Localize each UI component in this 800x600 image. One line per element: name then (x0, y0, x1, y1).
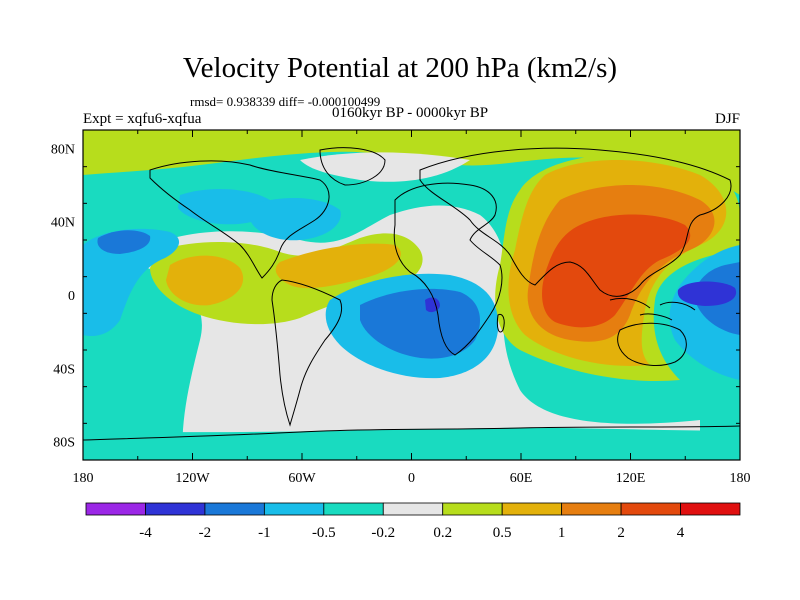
coastline-south-america (271, 279, 343, 427)
field-north-light (300, 152, 470, 182)
x-tick-label: 120E (616, 471, 646, 486)
colorbar-label: -0.5 (312, 525, 336, 541)
map-ticks (82, 129, 741, 461)
colorbar-swatch (382, 502, 444, 516)
colorbar-swatch (442, 502, 503, 516)
x-tick-label: 180 (730, 471, 751, 486)
coastline-madagascar (496, 313, 505, 333)
field-orange-pacific (166, 255, 244, 306)
map-title: Velocity Potential at 200 hPa (km2/s) (182, 52, 618, 84)
coastline-australia (617, 322, 687, 366)
field-orange-atlantic (275, 243, 401, 289)
x-tick-label: 120W (175, 471, 210, 486)
velocity-potential-field (83, 130, 740, 460)
field-asia-red (542, 214, 691, 328)
colorbar-label: 1 (558, 525, 566, 541)
map-tick-labels: 180 120W 60W 0 60E 120E 180 80N 40N 0 40S 80S (51, 142, 751, 486)
y-tick-label: 80N (51, 142, 75, 157)
y-tick-label: 0 (68, 289, 75, 304)
coastline-antarctica (83, 425, 740, 441)
y-tick-label: 40N (51, 216, 75, 231)
colorbar: -4 -2 -1 -0.5 -0.2 0.2 0.5 1 2 4 (85, 502, 741, 541)
colorbar-label: -2 (199, 525, 212, 541)
season-label: DJF (714, 111, 740, 127)
field-nwpacific-blue (178, 188, 273, 225)
colorbar-label: 0.2 (433, 525, 452, 541)
field-north-band (83, 130, 740, 195)
field-antarctic-band (83, 427, 740, 460)
x-tick-label: 60E (510, 471, 533, 486)
colorbar-swatch (501, 502, 563, 516)
experiment-label: Expt = xqfu6-xqfua (83, 111, 202, 127)
colorbar-swatch (561, 502, 622, 516)
coastlines (83, 147, 740, 441)
y-tick-label: 80S (53, 436, 75, 451)
x-tick-label: 60W (288, 471, 316, 486)
colorbar-swatch (680, 502, 741, 516)
field-epacific-dblue (97, 230, 151, 254)
colorbar-label: 2 (617, 525, 625, 541)
y-tick-label: 40S (53, 362, 75, 377)
coastline-greenland (319, 147, 386, 186)
colorbar-label: -0.2 (371, 525, 395, 541)
colorbar-swatch (85, 502, 146, 516)
field-namerica-blue (250, 198, 341, 241)
field-atlantic-dblue (360, 288, 480, 359)
field-epacific-blue (83, 228, 180, 337)
coastline-north-america (149, 160, 330, 279)
colorbar-swatch (620, 502, 681, 516)
period-label: 0160kyr BP - 0000kyr BP (331, 105, 489, 121)
colorbar-label: -1 (258, 525, 271, 541)
stats-label: rmsd= 0.938339 diff= -0.000100499 (190, 94, 381, 109)
colorbar-swatch (323, 502, 384, 516)
field-pacific-navy (677, 281, 737, 306)
colorbar-swatch (145, 502, 206, 516)
colorbar-label: 0.5 (493, 525, 512, 541)
coastline-eurasia (419, 147, 732, 297)
coastline-indonesia (609, 297, 696, 321)
colorbar-swatch (263, 502, 325, 516)
colorbar-label: 4 (677, 525, 685, 541)
colorbar-swatch (204, 502, 265, 516)
x-tick-label: 0 (408, 471, 415, 486)
coastline-africa-europe (393, 182, 503, 356)
colorbar-label: -4 (139, 525, 152, 541)
x-tick-label: 180 (73, 471, 94, 486)
